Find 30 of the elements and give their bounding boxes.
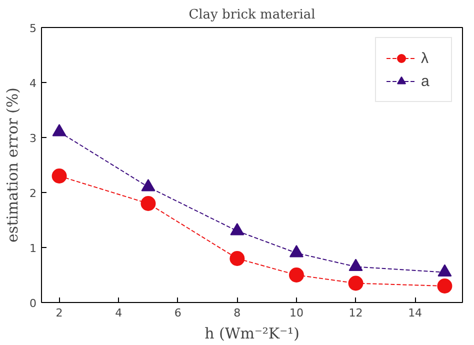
x-tick-label: 2 [56,306,63,320]
point [348,258,363,272]
x-tick-label: 6 [174,306,182,320]
point [141,178,156,192]
point [230,251,245,266]
y-tick-label: 2 [30,187,36,200]
x-tick-label: 4 [115,306,122,320]
point [289,244,304,258]
chart-title: Clay brick material [188,8,316,22]
y-tick-label: 3 [30,132,36,145]
point [230,222,244,236]
point [437,278,452,294]
point [52,124,66,136]
x-tick-label: 10 [289,306,304,320]
point [288,268,304,282]
y-tick-label: 5 [30,22,36,35]
y-axis-title: estimation error (%) [4,88,22,242]
x-tick-label: 8 [234,306,241,320]
legend-label: a [421,72,430,90]
x-tick-label: 14 [408,306,422,320]
y-tick-label: 1 [30,242,36,255]
point [52,168,67,184]
point [348,276,364,291]
x-tick-label: 12 [348,306,363,320]
legend-label: λ [421,50,430,66]
x-axis-title: h (Wm⁻²K⁻¹) [204,324,300,342]
y-tick-label: 4 [30,77,36,90]
point [438,264,452,277]
y-tick-label: 0 [30,297,36,310]
point [140,196,156,211]
